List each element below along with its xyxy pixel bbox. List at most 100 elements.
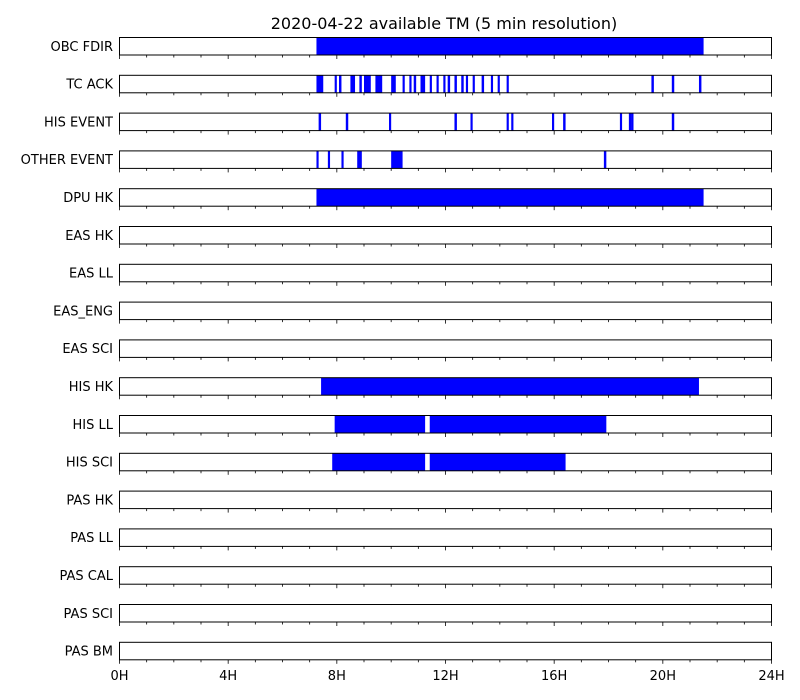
timeline-row: HIS EVENT — [44, 112, 772, 135]
row-frame — [119, 301, 772, 321]
timeline-row: EAS LL — [69, 263, 772, 286]
timeline-row: PAS HK — [66, 490, 772, 513]
row-frame — [119, 339, 772, 358]
availability-bar — [318, 113, 322, 131]
availability-bar — [490, 75, 494, 93]
availability-bar — [619, 113, 623, 131]
availability-bar — [429, 415, 607, 433]
availability-bar — [506, 113, 509, 131]
availability-bar — [497, 75, 500, 93]
row-label: PAS CAL — [60, 569, 114, 584]
availability-bar — [698, 75, 702, 93]
availability-bar — [388, 113, 392, 131]
availability-bar — [413, 75, 417, 93]
availability-bar — [470, 113, 473, 131]
availability-bar — [461, 75, 464, 93]
availability-bar — [316, 188, 704, 207]
availability-bar — [454, 113, 457, 131]
availability-bar — [357, 150, 362, 169]
row-frame — [119, 566, 772, 585]
x-tick-label: 0H — [110, 669, 128, 684]
row-label: HIS EVENT — [44, 115, 113, 130]
availability-bar — [465, 75, 469, 93]
row-frame — [119, 226, 772, 245]
row-label: PAS BM — [65, 645, 113, 660]
row-frame — [119, 263, 772, 283]
availability-bar — [316, 150, 319, 169]
row-label: OBC FDIR — [51, 40, 114, 55]
x-tick-label: 12H — [432, 669, 458, 684]
row-label: EAS HK — [65, 229, 113, 244]
x-tick-label: 4H — [219, 669, 237, 684]
row-label: HIS SCI — [66, 456, 113, 471]
row-label: EAS SCI — [62, 342, 113, 357]
row-label: PAS LL — [70, 531, 114, 546]
availability-bar — [402, 75, 405, 93]
row-label: HIS LL — [73, 418, 114, 433]
availability-bar — [375, 75, 383, 93]
timeline-row: OTHER EVENT — [21, 150, 772, 173]
availability-bar — [651, 75, 654, 93]
timeline-row: PAS CAL — [60, 566, 772, 589]
availability-bar — [628, 113, 632, 131]
availability-bar — [332, 453, 426, 471]
row-label: PAS HK — [66, 493, 113, 508]
availability-bar — [327, 150, 331, 169]
row-label: TC ACK — [65, 78, 113, 93]
availability-bar — [631, 113, 634, 131]
timeline-row: PAS LL — [70, 528, 772, 551]
row-label: EAS LL — [69, 267, 114, 282]
timeline-row: EAS SCI — [62, 339, 772, 362]
timeline-row: EAS HK — [65, 226, 772, 248]
availability-bar — [391, 75, 396, 93]
timeline-row: HIS LL — [73, 415, 772, 437]
availability-bar — [436, 75, 439, 93]
availability-bar — [511, 113, 514, 131]
availability-bar — [506, 75, 509, 93]
availability-bar — [447, 75, 451, 93]
availability-bar — [603, 150, 607, 169]
availability-bar — [472, 75, 475, 93]
timeline-row: EAS_ENG — [53, 301, 772, 324]
timeline-row: OBC FDIR — [51, 37, 772, 59]
availability-bar — [359, 75, 362, 93]
availability-bar — [339, 75, 342, 93]
row-frame — [119, 490, 772, 510]
row-frame — [119, 641, 772, 661]
availability-bar — [316, 75, 324, 93]
availability-bar — [364, 75, 371, 93]
availability-bar — [481, 75, 485, 93]
availability-bar — [391, 150, 403, 169]
timeline-row: HIS HK — [69, 377, 772, 400]
timeline-row: PAS SCI — [64, 604, 772, 626]
availability-bar — [316, 37, 704, 55]
availability-bar — [429, 453, 566, 471]
row-frame — [119, 528, 772, 547]
x-tick-label: 16H — [541, 669, 567, 684]
availability-bar — [563, 113, 566, 131]
timeline-row: DPU HK — [63, 188, 772, 211]
row-frame — [119, 604, 772, 623]
timeline-row: HIS SCI — [66, 452, 772, 475]
availability-bar — [551, 113, 555, 131]
availability-bar — [321, 377, 699, 396]
row-label: PAS SCI — [64, 607, 113, 622]
availability-bar — [409, 75, 412, 93]
timeline-rows: OBC FDIR TC ACK HIS EVENT OTHER EVENT DPU HK… — [21, 37, 772, 664]
availability-bar — [334, 75, 337, 93]
availability-bar — [341, 150, 344, 169]
x-tick-label: 24H — [758, 669, 784, 684]
availability-bar — [345, 113, 349, 131]
availability-bar — [671, 75, 675, 93]
x-axis-tick-labels: 0H 4H 8H 12H 16H 20H 24H — [110, 669, 784, 684]
availability-bar — [420, 75, 426, 93]
row-label: EAS_ENG — [53, 304, 113, 319]
availability-bar — [671, 113, 675, 131]
availability-bar — [443, 75, 446, 93]
row-label: DPU HK — [63, 191, 113, 206]
row-frame — [119, 150, 772, 169]
x-tick-label: 8H — [328, 669, 346, 684]
row-label: HIS HK — [69, 380, 114, 395]
chart-title: 2020-04-22 available TM (5 min resolutio… — [271, 14, 617, 33]
